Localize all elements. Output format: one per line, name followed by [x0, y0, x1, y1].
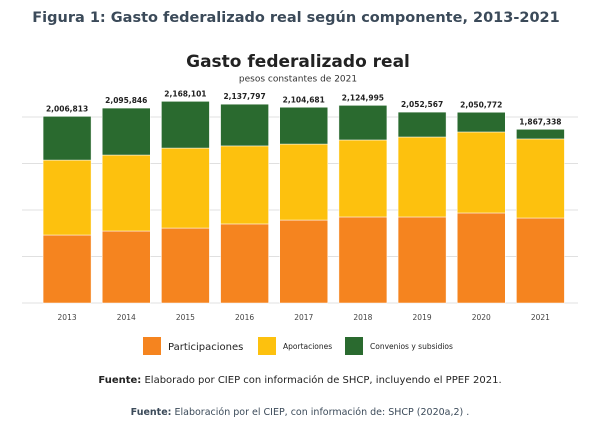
x-tick-label: 2016	[235, 313, 254, 322]
total-label: 2,095,846	[105, 96, 147, 105]
source-text: Elaborado por CIEP con información de SH…	[144, 374, 501, 386]
figure-title: Figura 1: Gasto federalizado real según …	[32, 10, 559, 26]
total-label: 2,124,995	[342, 93, 384, 102]
x-tick-label: 2021	[531, 313, 550, 322]
legend-swatch	[258, 337, 276, 355]
bar-segment	[397, 136, 447, 218]
bar-segment	[279, 219, 328, 304]
total-label: 1,867,338	[519, 117, 561, 126]
bar-segment	[338, 216, 388, 304]
bar-segment	[102, 154, 151, 232]
x-tick-label: 2014	[117, 313, 136, 322]
legend-label: Participaciones	[168, 342, 243, 353]
bar-segment	[42, 116, 92, 161]
legend-label: Aportaciones	[283, 342, 332, 351]
total-label: 2,104,681	[283, 95, 325, 104]
legend: Participaciones Aportaciones Convenios y s…	[143, 337, 453, 355]
bar-segment	[220, 145, 269, 225]
bar-segment	[338, 139, 388, 218]
bar-segment	[161, 101, 210, 149]
bar-segment	[42, 159, 92, 236]
bar-segment	[457, 131, 506, 214]
bar-segment	[161, 147, 210, 229]
bar-segment	[220, 103, 269, 147]
chart-subtitle: pesos constantes de 2021	[239, 75, 357, 85]
total-label: 2,050,772	[460, 100, 502, 109]
legend-swatch	[345, 337, 363, 355]
bar-segment	[516, 138, 565, 219]
bar-segment	[220, 223, 269, 304]
bar-segment	[457, 212, 506, 304]
total-label: 2,168,101	[164, 89, 206, 98]
chart-title: Gasto federalizado real	[186, 52, 410, 72]
bar-segment	[516, 217, 565, 304]
bar-segment	[102, 107, 151, 156]
x-tick-label: 2019	[413, 313, 432, 322]
x-tick-label: 2017	[294, 313, 313, 322]
legend-swatch	[143, 337, 161, 355]
bar-segment	[102, 230, 151, 304]
x-tick-label: 2018	[353, 313, 372, 322]
bar-segment	[42, 234, 92, 304]
plot: 2,006,813 2013 2,095,846 2014 2,168,101 2015 2…	[22, 89, 578, 322]
source-label: Fuente:	[98, 375, 141, 386]
source-label: Fuente:	[131, 407, 172, 418]
bar-segment	[457, 112, 506, 133]
bar-segment	[279, 143, 328, 221]
bar-segment	[161, 227, 210, 304]
bar-segment	[516, 129, 565, 140]
x-tick-label: 2013	[58, 313, 77, 322]
source-line: Fuente: Elaboración por el CIEP, con inf…	[131, 407, 470, 418]
source-text: Elaboración por el CIEP, con información…	[174, 407, 469, 418]
total-label: 2,052,567	[401, 100, 443, 109]
bar-segment	[279, 107, 328, 145]
bar-segment	[338, 105, 388, 141]
total-label: 2,137,797	[223, 92, 265, 101]
x-tick-label: 2020	[472, 313, 491, 322]
total-label: 2,006,813	[46, 104, 88, 113]
legend-label: Convenios y subsidios	[370, 342, 453, 351]
bar-segment	[397, 216, 447, 304]
source-line: Fuente: Elaborado por CIEP con informaci…	[98, 374, 501, 386]
x-tick-label: 2015	[176, 313, 195, 322]
bar-segment	[397, 111, 447, 138]
